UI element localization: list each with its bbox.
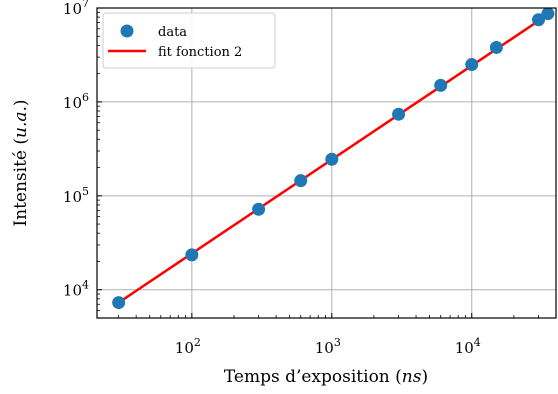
- y-axis-title: Intensité (u.a.): [11, 99, 31, 226]
- x-axis-title: Temps d’exposition (ns): [224, 367, 428, 387]
- data-point-7: [465, 58, 479, 72]
- x-tick-label-0: 102: [175, 336, 201, 357]
- y-tick-label-0: 104: [63, 279, 89, 300]
- data-point-4: [325, 152, 339, 166]
- x-tick-label-1: 103: [315, 336, 341, 357]
- data-point-0: [112, 296, 126, 310]
- data-point-9: [532, 13, 546, 27]
- data-point-1: [185, 248, 199, 262]
- legend-label-fit: fit fonction 2: [158, 45, 242, 60]
- data-point-3: [294, 174, 308, 188]
- data-point-2: [252, 202, 266, 216]
- y-tick-label-2: 106: [63, 91, 89, 112]
- x-tick-label-2: 104: [455, 336, 481, 357]
- plot-series: [112, 8, 555, 310]
- data-point-5: [392, 107, 406, 121]
- legend-marker-data: [120, 24, 134, 38]
- legend-label-data: data: [158, 25, 187, 40]
- legend-box: [102, 12, 276, 69]
- major-ticks: [97, 7, 473, 318]
- data-point-10: [541, 8, 555, 21]
- data-point-6: [434, 78, 448, 92]
- legend: data fit fonction 2: [102, 12, 276, 69]
- plot-frame: [96, 7, 557, 319]
- data-point-8: [489, 40, 503, 54]
- y-tick-label-3: 107: [63, 0, 89, 18]
- y-tick-label-1: 105: [63, 185, 89, 206]
